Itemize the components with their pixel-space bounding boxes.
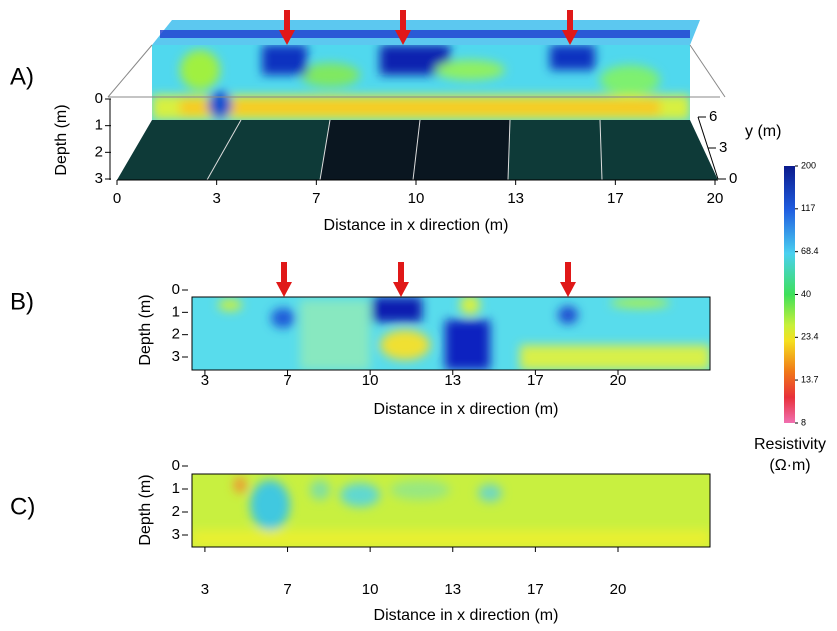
- x-axis-label: Distance in x direction (m): [374, 607, 559, 624]
- colorbar-tick-label: 8: [801, 417, 806, 427]
- panel-a-block: [107, 20, 726, 181]
- x-tick-label: 20: [610, 581, 627, 598]
- panel-label: C): [10, 493, 35, 520]
- colorbar-tick-label: 13.7: [801, 374, 819, 384]
- y-axis-label: Depth (m): [53, 104, 70, 175]
- y-tick-label: 0: [95, 90, 103, 107]
- x-tick-label: 3: [212, 190, 220, 207]
- x-tick-label: 13: [444, 372, 461, 389]
- y-tick-label: 1: [172, 480, 180, 497]
- y-tick-label: 2: [172, 503, 180, 520]
- colorbar-tick-label: 40: [801, 289, 811, 299]
- y2-tick-label: 3: [719, 139, 727, 156]
- x-tick-label: 7: [283, 581, 291, 598]
- y-tick-label: 1: [172, 303, 180, 320]
- x-tick-label: 10: [362, 581, 379, 598]
- x-tick-label: 20: [610, 372, 627, 389]
- y-axis-label: Depth (m): [137, 294, 154, 365]
- panel-label: A): [10, 63, 34, 90]
- x-tick-label: 10: [408, 190, 425, 207]
- panel-c-heatmap: [192, 474, 710, 547]
- x-tick-label: 0: [113, 190, 121, 207]
- colorbar-tick-label: 200: [801, 160, 816, 170]
- colorbar-tick-label: 23.4: [801, 332, 819, 342]
- x-tick-label: 17: [527, 581, 544, 598]
- panel-label: B): [10, 288, 34, 315]
- x-tick-label: 13: [444, 581, 461, 598]
- y2-tick-label: 6: [709, 108, 717, 125]
- colorbar: [784, 166, 795, 423]
- y-tick-label: 0: [172, 457, 180, 474]
- arrows: [276, 10, 578, 297]
- y-tick-label: 3: [172, 526, 180, 543]
- x-tick-label: 17: [607, 190, 624, 207]
- y-axis-label: Depth (m): [137, 474, 154, 545]
- panel-b-frame: [191, 296, 711, 371]
- y2-axis-label: y (m): [745, 123, 781, 140]
- colorbar-unit: (Ω·m): [769, 457, 810, 474]
- x-axis-label: Distance in x direction (m): [324, 217, 509, 234]
- x-tick-label: 10: [362, 372, 379, 389]
- y-tick-label: 2: [95, 143, 103, 160]
- x-tick-label: 13: [507, 190, 524, 207]
- x-axis-label: Distance in x direction (m): [374, 401, 559, 418]
- y-tick-label: 0: [172, 281, 180, 298]
- y-tick-label: 3: [172, 348, 180, 365]
- x-tick-label: 17: [527, 372, 544, 389]
- colorbar-tick-label: 117: [801, 203, 815, 213]
- y-tick-label: 3: [95, 170, 103, 187]
- x-tick-label: 3: [201, 372, 209, 389]
- x-tick-label: 20: [707, 190, 724, 207]
- colorbar-title: Resistivity: [754, 436, 826, 453]
- x-tick-label: 7: [312, 190, 320, 207]
- colorbar-tick-label: 68.4: [801, 246, 819, 256]
- panel-b-heatmap: [192, 297, 710, 370]
- y-tick-label: 1: [95, 117, 103, 134]
- x-tick-label: 3: [201, 581, 209, 598]
- y2-tick-label: 0: [729, 170, 737, 187]
- y-tick-label: 2: [172, 326, 180, 343]
- x-tick-label: 7: [283, 372, 291, 389]
- panel-c-frame: [191, 473, 711, 548]
